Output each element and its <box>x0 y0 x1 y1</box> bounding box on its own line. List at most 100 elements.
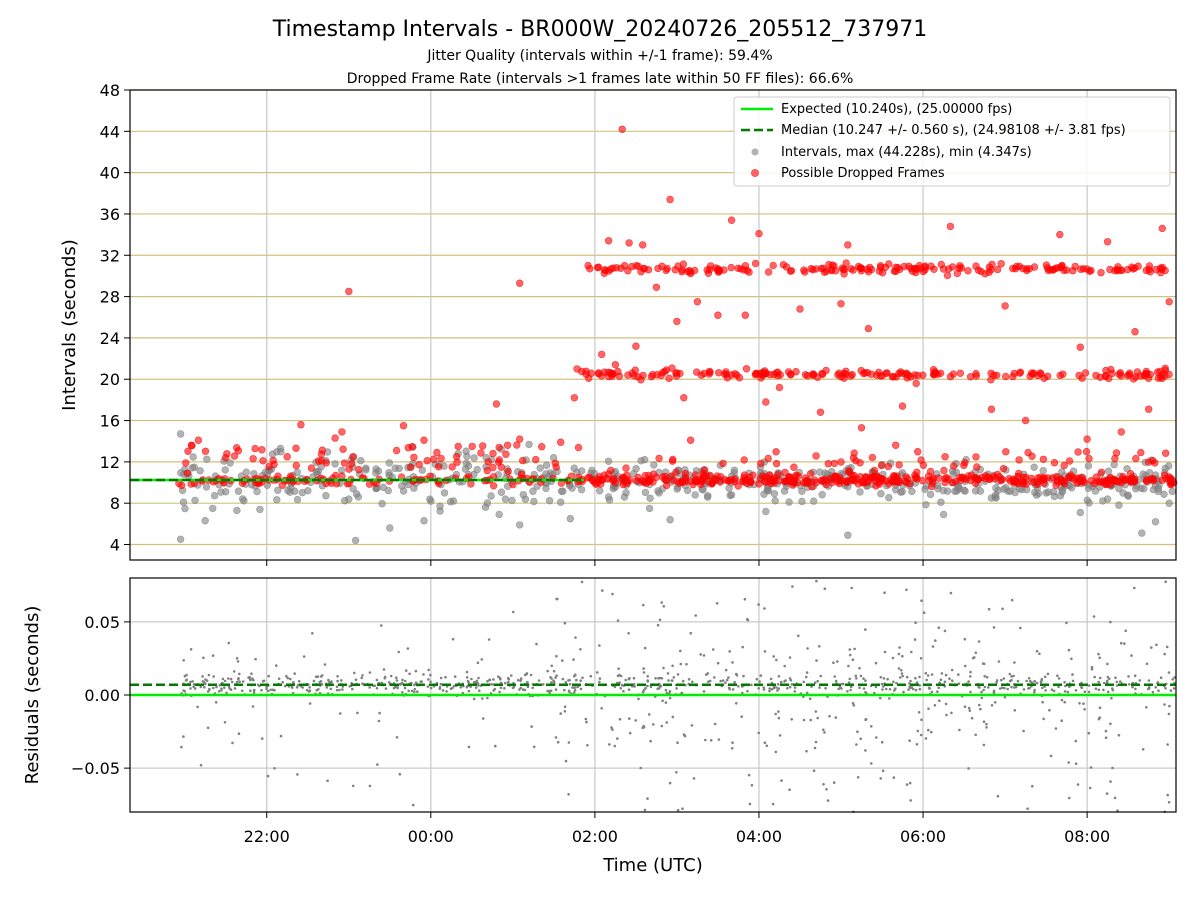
dropped-point <box>184 447 192 455</box>
dropped-point <box>518 456 527 465</box>
residual-point <box>888 697 891 700</box>
dropped-point <box>468 442 476 451</box>
residual-point <box>416 690 419 693</box>
residual-point <box>879 675 883 679</box>
residual-point <box>934 639 937 642</box>
residual-point <box>957 682 961 685</box>
residual-point <box>987 686 990 689</box>
dropped-point <box>607 265 615 273</box>
dropped-point <box>265 462 273 471</box>
residual-point <box>926 674 930 677</box>
residual-point <box>699 653 702 656</box>
dropped-point <box>966 373 975 381</box>
residual-point <box>1054 727 1058 730</box>
interval-point <box>641 488 650 497</box>
dropped-point <box>876 263 885 272</box>
dropped-point <box>755 229 763 238</box>
dropped-point <box>844 241 852 249</box>
residual-point <box>995 680 998 684</box>
residual-point <box>1115 684 1119 687</box>
interval-point <box>312 468 320 476</box>
residual-point <box>376 763 379 766</box>
residual-point <box>610 726 613 729</box>
residual-point <box>668 690 672 693</box>
dropped-point <box>818 370 827 379</box>
interval-point <box>666 515 674 524</box>
residual-point <box>572 658 575 661</box>
dropped-point <box>1024 448 1032 457</box>
residual-point <box>192 683 196 686</box>
residual-point <box>1105 792 1109 795</box>
residual-point <box>492 678 495 681</box>
residual-point <box>642 724 645 728</box>
residual-point <box>183 674 187 678</box>
dropped-point <box>890 472 898 480</box>
residual-point <box>910 686 914 689</box>
residual-point <box>1043 675 1047 679</box>
residual-point <box>494 744 497 748</box>
residual-point <box>1169 689 1173 692</box>
intervals-points <box>175 125 1178 545</box>
dropped-point <box>625 239 633 247</box>
residual-point <box>214 701 218 704</box>
residual-point <box>351 784 355 788</box>
x-tick-label: 06:00 <box>900 827 946 846</box>
dropped-point <box>1132 454 1140 463</box>
dropped-point <box>606 466 615 475</box>
interval-point <box>556 498 565 506</box>
interval-point <box>809 497 818 505</box>
dropped-point <box>1060 480 1069 488</box>
residual-point <box>968 709 972 712</box>
residual-point <box>838 685 842 689</box>
residual-point <box>618 673 621 677</box>
residual-point <box>864 679 867 682</box>
residual-point <box>880 740 884 744</box>
residual-point <box>768 689 771 693</box>
residual-point <box>236 660 240 663</box>
dropped-point <box>495 443 503 452</box>
interval-point <box>449 497 458 505</box>
dropped-point <box>584 261 592 270</box>
dropped-point <box>948 263 957 271</box>
residual-point <box>241 680 245 683</box>
residual-point <box>873 691 876 695</box>
dropped-point <box>479 442 487 450</box>
residual-point <box>256 683 260 687</box>
dropped-point <box>483 466 491 475</box>
interval-point <box>557 487 566 495</box>
interval-point <box>357 457 365 465</box>
residual-point <box>575 678 578 682</box>
residual-point <box>1060 698 1064 702</box>
intervals-plot-frame <box>129 89 1177 561</box>
residual-point <box>747 773 751 777</box>
residual-point <box>555 654 558 658</box>
interval-point <box>976 487 985 495</box>
residual-point <box>1071 673 1074 676</box>
residual-point <box>848 677 852 681</box>
dropped-point <box>929 478 937 486</box>
residual-point <box>834 679 838 683</box>
residual-point <box>567 689 571 693</box>
residual-point <box>295 686 299 689</box>
residual-point <box>182 735 185 738</box>
residual-point <box>567 793 570 796</box>
residual-point <box>480 658 484 661</box>
residual-point <box>1090 667 1094 671</box>
residual-point <box>1172 687 1176 690</box>
residual-point <box>601 589 604 592</box>
residual-point <box>498 690 501 694</box>
residual-point <box>1145 662 1149 666</box>
residual-point <box>289 677 292 681</box>
residual-point <box>451 637 455 641</box>
residual-point <box>598 680 601 684</box>
residual-point <box>815 659 818 662</box>
residual-point <box>549 676 552 679</box>
dropped-point <box>733 371 741 379</box>
residual-point <box>918 684 921 687</box>
residual-point <box>348 685 352 688</box>
residual-point <box>526 685 530 689</box>
dropped-point <box>675 479 683 487</box>
residual-point <box>277 677 281 680</box>
interval-point <box>1123 465 1131 473</box>
